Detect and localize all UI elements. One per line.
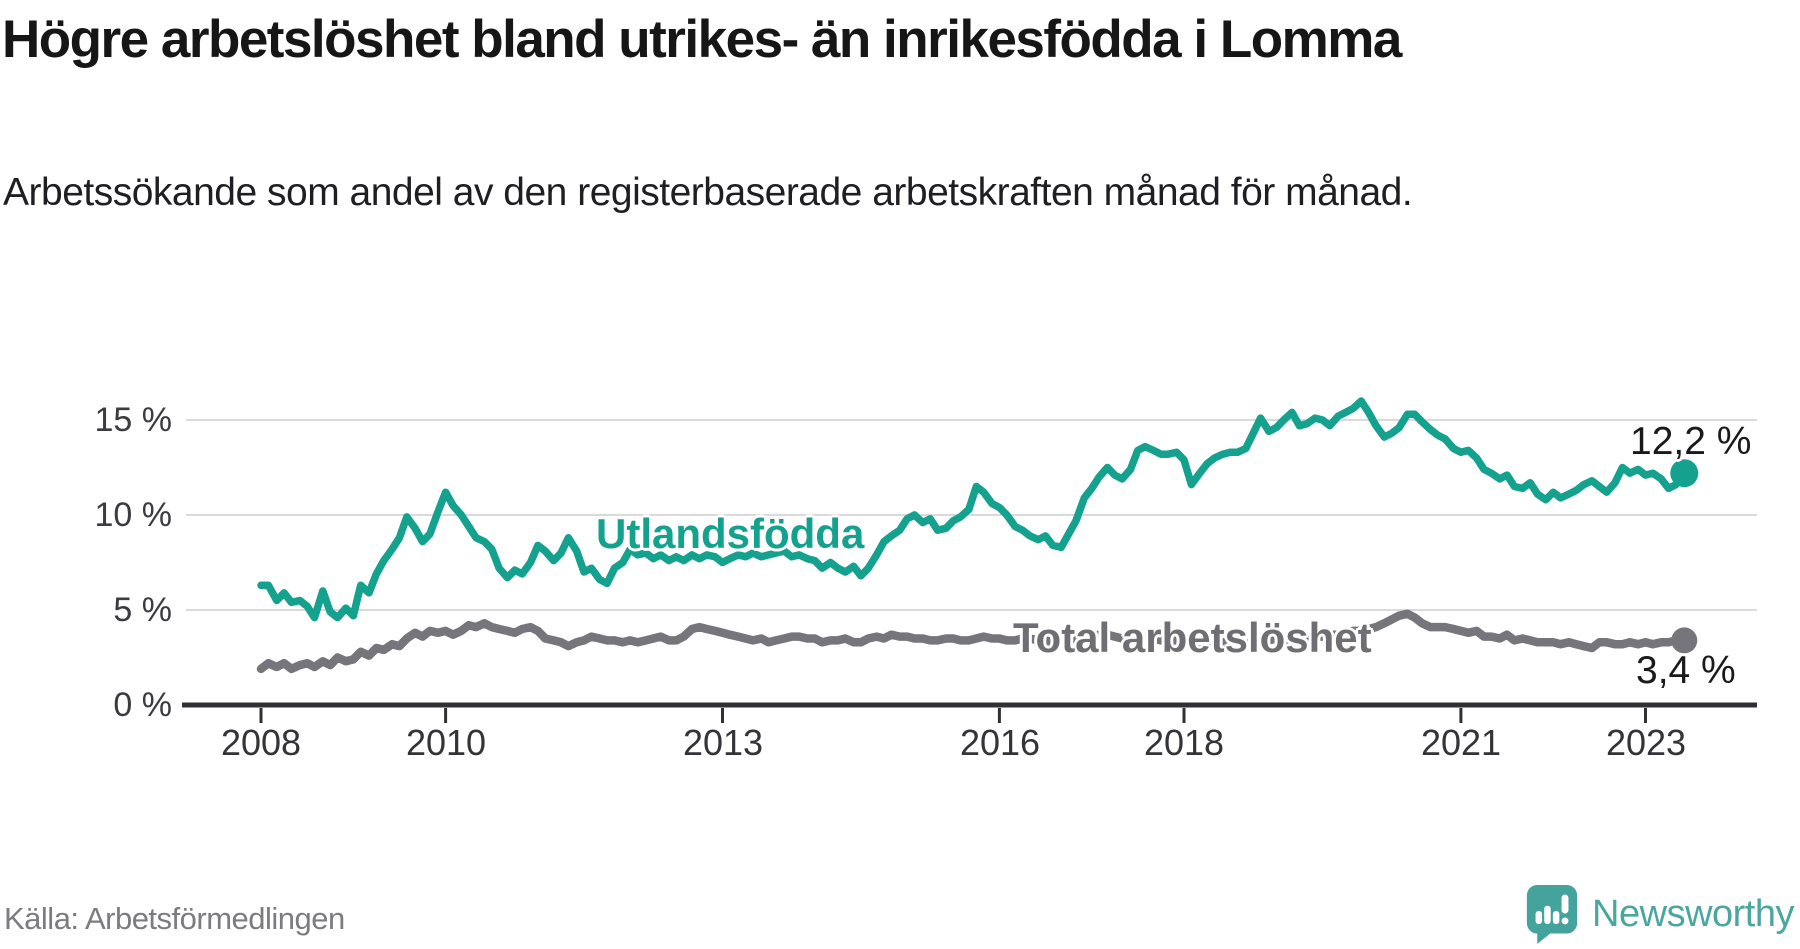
series-label-utlandsfodda: Utlandsfödda <box>596 510 865 557</box>
y-tick-label-10: 10 % <box>94 496 173 534</box>
x-tick-label-2016: 2016 <box>959 722 1041 763</box>
end-value-label-total: 3,4 % <box>1636 649 1736 692</box>
x-tick-label-2010: 2010 <box>405 722 487 763</box>
chart-subtitle: Arbetssökande som andel av den registerb… <box>3 171 1413 214</box>
end-dot-total <box>1671 627 1698 654</box>
y-tick-label-0: 0 % <box>113 686 172 724</box>
x-tick-label-2021: 2021 <box>1420 722 1502 763</box>
newsworthy-logo-text: Newsworthy <box>1592 892 1794 935</box>
x-tick-label-2008: 2008 <box>220 722 302 763</box>
end-value-label-utlandsfodda: 12,2 % <box>1630 420 1752 463</box>
end-dot-utlandsfodda <box>1670 459 1699 488</box>
series-line-utlandsfodda <box>257 397 1689 622</box>
x-tick-label-2013: 2013 <box>682 722 764 763</box>
newsworthy-logo[interactable]: Newsworthy <box>1526 883 1794 945</box>
series-line-total <box>256 609 1689 674</box>
x-tick-label-2018: 2018 <box>1143 722 1225 763</box>
y-tick-label-5: 5 % <box>113 591 172 629</box>
series-label-total-arbetsloshet: Total arbetslöshet <box>1013 614 1372 661</box>
source-caption: Källa: Arbetsförmedlingen <box>4 901 345 936</box>
y-tick-label-15: 15 % <box>94 401 173 439</box>
page-title: Högre arbetslöshet bland utrikes- än inr… <box>2 10 1402 69</box>
newsworthy-logo-icon <box>1526 884 1578 944</box>
x-tick-label-2023: 2023 <box>1605 722 1687 763</box>
